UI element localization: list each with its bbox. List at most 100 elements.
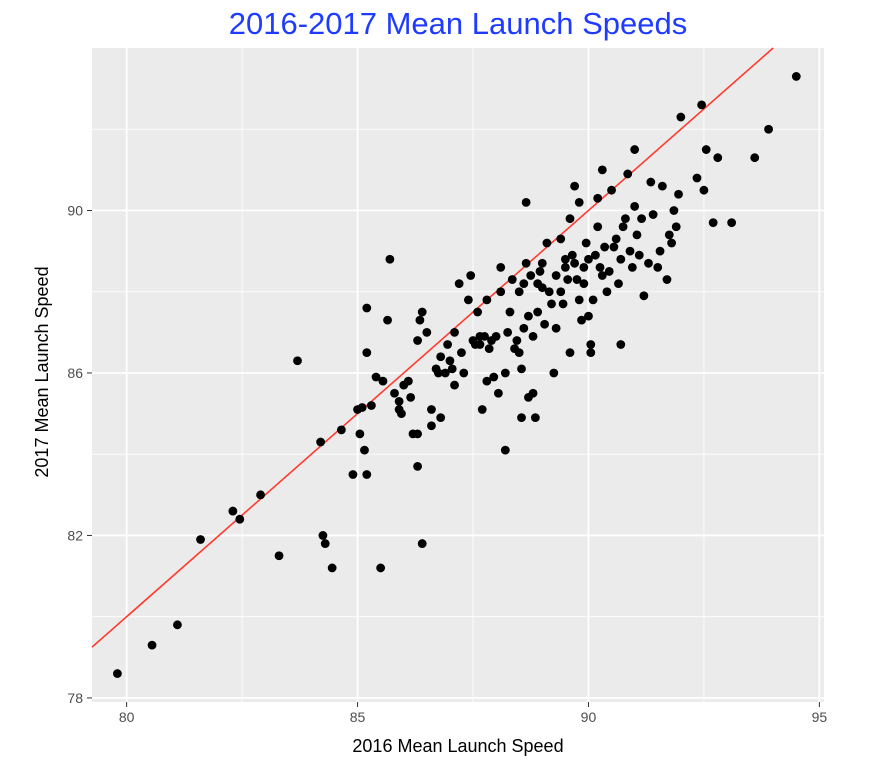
data-point: [637, 214, 646, 224]
data-point: [667, 238, 676, 248]
data-point: [627, 262, 637, 272]
data-point: [318, 531, 328, 540]
data-point: [579, 279, 589, 289]
data-point: [653, 262, 663, 272]
y-axis-ticks: 78 82 86 90: [67, 202, 92, 706]
data-point: [147, 640, 157, 650]
data-point: [697, 100, 707, 110]
data-point: [570, 258, 580, 268]
data-point: [457, 348, 466, 358]
data-point: [484, 344, 494, 353]
data-point: [436, 413, 446, 423]
data-point: [443, 340, 453, 349]
data-point: [503, 327, 513, 337]
data-point: [614, 279, 623, 289]
minor-gridlines: [92, 48, 824, 702]
data-point: [713, 153, 723, 163]
data-point: [544, 287, 554, 297]
data-point: [584, 311, 593, 321]
data-point: [581, 238, 591, 248]
data-point: [491, 332, 501, 341]
data-point: [320, 539, 330, 548]
data-point: [655, 246, 665, 256]
data-point: [362, 470, 372, 479]
data-point: [634, 250, 644, 260]
data-point: [727, 218, 737, 228]
data-point: [586, 348, 596, 358]
y-tick-label: 82: [67, 527, 83, 543]
data-point: [512, 336, 522, 345]
data-point: [535, 267, 545, 276]
data-point: [607, 185, 616, 195]
data-point: [632, 230, 642, 240]
data-point: [489, 372, 499, 382]
data-point: [528, 388, 538, 398]
data-point: [644, 258, 653, 268]
data-point: [336, 425, 346, 435]
data-point: [390, 388, 399, 398]
data-point: [572, 275, 582, 284]
data-point: [674, 189, 683, 199]
x-tick-label: 80: [119, 709, 135, 725]
data-point: [496, 262, 506, 272]
data-point: [417, 307, 427, 317]
data-point: [459, 368, 469, 378]
data-point: [676, 112, 686, 122]
data-point: [113, 669, 122, 678]
data-point: [593, 193, 603, 203]
data-point: [427, 421, 436, 431]
data-point: [521, 258, 531, 268]
data-point: [692, 173, 702, 183]
data-point: [750, 153, 760, 163]
data-point: [417, 539, 427, 548]
data-point: [630, 145, 640, 154]
data-point: [507, 275, 517, 284]
data-point: [371, 372, 381, 382]
data-point: [618, 222, 628, 232]
data-point: [524, 311, 533, 321]
data-point: [558, 299, 568, 309]
data-point: [611, 234, 621, 244]
data-point: [537, 283, 547, 293]
data-point: [427, 405, 436, 414]
data-point: [574, 295, 584, 305]
data-point: [440, 368, 450, 378]
data-point: [791, 72, 801, 81]
data-point: [664, 230, 674, 240]
data-point: [463, 295, 473, 305]
data-point: [357, 403, 367, 412]
data-point: [445, 356, 455, 366]
y-tick-label: 86: [67, 365, 83, 381]
data-point: [701, 145, 711, 154]
data-point: [609, 242, 619, 252]
data-point: [450, 380, 459, 390]
data-points: [113, 72, 801, 678]
data-point: [528, 332, 538, 341]
data-point: [588, 295, 598, 305]
data-point: [556, 234, 566, 244]
data-point: [616, 340, 626, 349]
x-tick-label: 85: [350, 709, 366, 725]
data-point: [415, 315, 425, 325]
plot-panel: [92, 48, 824, 702]
data-point: [519, 279, 529, 289]
data-point: [422, 327, 432, 337]
y-tick-label: 90: [67, 202, 83, 218]
data-point: [616, 254, 626, 264]
data-point: [537, 258, 547, 268]
y-axis-title: 2017 Mean Launch Speed: [32, 266, 52, 477]
data-point: [530, 413, 540, 423]
data-point: [413, 336, 422, 345]
data-point: [570, 181, 580, 191]
data-point: [533, 307, 543, 317]
data-point: [669, 206, 679, 215]
data-point: [477, 405, 487, 414]
x-tick-label: 90: [581, 709, 597, 725]
data-point: [565, 348, 575, 358]
data-point: [433, 368, 443, 378]
data-point: [514, 348, 524, 358]
data-point: [235, 514, 245, 524]
data-point: [595, 262, 605, 272]
data-point: [646, 177, 656, 187]
x-axis-title: 2016 Mean Launch Speed: [352, 736, 563, 756]
